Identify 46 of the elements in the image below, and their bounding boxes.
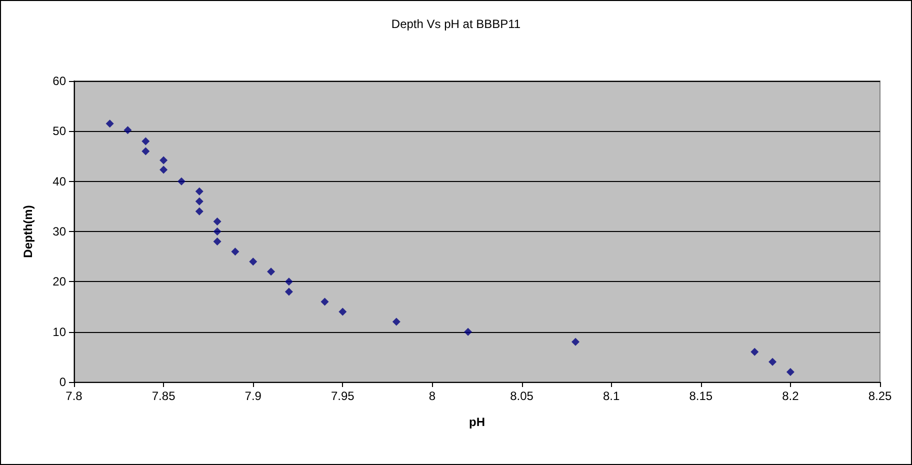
point	[177, 177, 186, 186]
x-tick-label: 8.05	[510, 389, 534, 403]
point	[231, 248, 240, 256]
y-tick-label: 50	[52, 124, 66, 138]
point	[249, 258, 258, 266]
x-tick-label: 7.85	[152, 389, 176, 403]
x-tick-label: 8.1	[602, 389, 620, 403]
x-tick-label: 8	[428, 389, 436, 403]
y-tick-label: 20	[52, 274, 66, 289]
x-tick-label: 7.9	[244, 389, 262, 403]
point	[572, 338, 580, 346]
point	[106, 120, 114, 128]
y-tick-label: 10	[52, 324, 66, 339]
chart-title: Depth Vs pH at BBBP11	[391, 17, 521, 31]
point	[392, 318, 400, 326]
point	[768, 358, 777, 366]
point	[320, 298, 329, 306]
point	[195, 187, 204, 196]
y-tick-label: 60	[52, 74, 66, 88]
point	[338, 308, 347, 316]
y-tick-label: 0	[59, 375, 66, 389]
x-tick-label: 8.25	[868, 389, 892, 403]
x-tick-label: 8.2	[782, 389, 800, 403]
point	[213, 238, 222, 246]
x-axis-title: pH	[469, 415, 485, 429]
y-tick-label: 40	[52, 174, 66, 188]
point	[284, 288, 293, 296]
point	[267, 268, 276, 276]
point	[284, 278, 293, 286]
point	[142, 147, 150, 156]
point	[142, 137, 150, 146]
point	[464, 328, 472, 336]
y-tick-label: 30	[52, 224, 66, 238]
point	[124, 126, 132, 134]
point	[213, 228, 222, 236]
point	[195, 207, 204, 216]
x-tick-label: 7.95	[330, 389, 355, 403]
x-tick-label: 7.8	[66, 389, 83, 403]
point	[786, 368, 794, 376]
point	[750, 348, 759, 356]
point	[195, 197, 204, 206]
point	[213, 217, 222, 226]
point	[160, 166, 168, 174]
x-tick-label: 8.15	[689, 389, 713, 403]
point	[160, 156, 168, 164]
y-axis-title: Depth(m)	[21, 205, 35, 258]
